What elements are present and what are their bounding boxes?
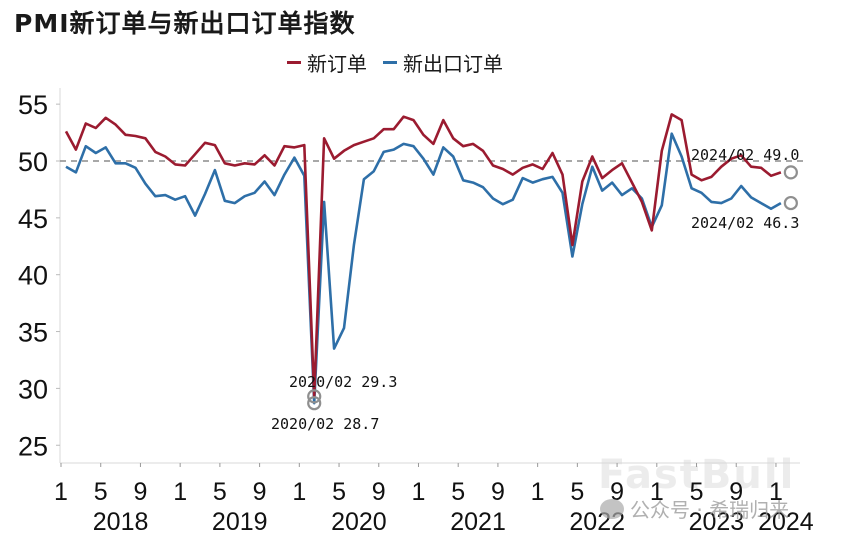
annotation-marker xyxy=(307,396,322,411)
x-tick-label: 9 xyxy=(133,478,147,506)
watermark: 公众号 · 希瑞归来 xyxy=(600,494,789,523)
x-tick-label: 9 xyxy=(729,478,743,506)
year-label: 2020 xyxy=(331,508,387,536)
x-tick-label: 5 xyxy=(94,478,108,506)
x-tick-label: 1 xyxy=(173,478,187,506)
y-tick-label: 25 xyxy=(18,431,48,461)
annotation-marker xyxy=(783,165,798,180)
y-tick-label: 50 xyxy=(18,147,48,177)
x-tick-label: 9 xyxy=(372,478,386,506)
legend-item-new-export-orders: 新出口订单 xyxy=(383,48,503,77)
x-tick-label: 5 xyxy=(690,478,704,506)
y-tick-label: 45 xyxy=(18,204,48,234)
chart-title: PMI新订单与新出口订单指数 xyxy=(14,9,356,38)
year-label: 2021 xyxy=(450,508,506,536)
annotation-marker xyxy=(783,195,798,211)
y-tick-label: 35 xyxy=(18,318,48,348)
y-tick-label: 40 xyxy=(18,261,48,291)
annotation-label: 2024/02 49.0 xyxy=(691,146,799,164)
legend-swatch-new-export-orders xyxy=(383,61,397,64)
chart-legend: 新订单 新出口订单 xyxy=(287,48,503,77)
watermark-text: 公众号 · 希瑞归来 xyxy=(630,498,790,522)
legend-item-new-orders: 新订单 xyxy=(287,48,367,77)
legend-label-new-export-orders: 新出口订单 xyxy=(403,52,503,76)
annotation-label: 2020/02 28.7 xyxy=(271,415,379,433)
x-tick-label: 1 xyxy=(769,478,783,506)
year-label: 2024 xyxy=(758,508,814,536)
y-tick-label: 30 xyxy=(18,374,48,404)
x-tick-label: 9 xyxy=(491,478,505,506)
x-tick-label: 1 xyxy=(531,478,545,506)
x-tick-label: 1 xyxy=(650,478,664,506)
y-tick-label: 55 xyxy=(18,90,48,120)
legend-label-new-orders: 新订单 xyxy=(307,52,367,76)
legend-swatch-new-orders xyxy=(287,61,301,64)
x-tick-label: 1 xyxy=(292,478,306,506)
series-line-new-export-orders xyxy=(65,132,782,405)
x-tick-label: 1 xyxy=(54,478,68,506)
x-tick-label: 9 xyxy=(253,478,267,506)
year-label: 2023 xyxy=(689,508,745,536)
watermark-brand: FastBull xyxy=(598,452,796,498)
x-tick-label: 5 xyxy=(451,478,465,506)
annotation-label: 2024/02 46.3 xyxy=(691,214,799,232)
x-tick-label: 5 xyxy=(332,478,346,506)
x-tick-label: 5 xyxy=(570,478,584,506)
wechat-icon xyxy=(600,498,624,519)
x-tick-label: 5 xyxy=(213,478,227,506)
annotation-label: 2020/02 29.3 xyxy=(289,373,397,391)
year-label: 2019 xyxy=(212,508,268,536)
series-line-new-orders xyxy=(64,113,782,398)
year-label: 2018 xyxy=(93,508,149,536)
annotation-marker xyxy=(307,389,322,404)
x-tick-label: 1 xyxy=(412,478,426,506)
